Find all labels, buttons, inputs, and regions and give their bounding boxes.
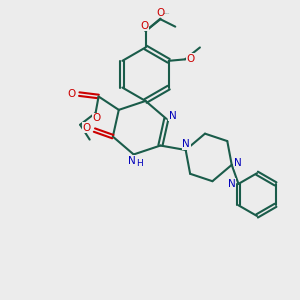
Text: O: O xyxy=(186,54,194,64)
Text: O: O xyxy=(68,88,76,98)
Text: O: O xyxy=(82,123,91,133)
Text: N: N xyxy=(182,139,190,149)
Text: N: N xyxy=(234,158,242,168)
Text: methoxy: methoxy xyxy=(164,13,170,14)
Text: N: N xyxy=(228,179,236,189)
Text: N: N xyxy=(128,156,136,166)
Text: O: O xyxy=(92,113,100,123)
Text: O: O xyxy=(140,21,148,31)
Text: O: O xyxy=(157,8,165,18)
Text: N: N xyxy=(169,111,177,121)
Text: H: H xyxy=(136,160,142,169)
